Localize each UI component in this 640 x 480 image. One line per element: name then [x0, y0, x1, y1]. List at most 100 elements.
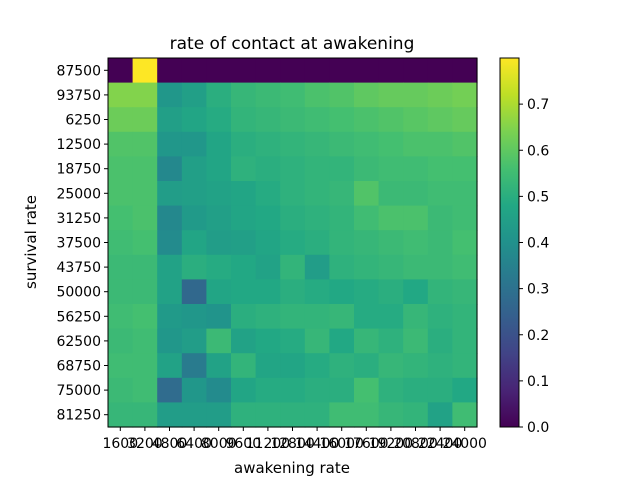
heatmap-cell	[304, 230, 330, 256]
heatmap-cell	[280, 205, 306, 231]
heatmap-cell	[181, 205, 207, 231]
heatmap-cell	[403, 58, 429, 84]
heatmap-cell	[280, 377, 306, 403]
x-tick-label: 19200	[369, 436, 414, 452]
heatmap-cell	[354, 181, 380, 207]
heatmap-cell	[206, 279, 232, 305]
heatmap-cell	[206, 131, 232, 157]
heatmap-cell	[206, 328, 232, 354]
heatmap-cell	[181, 156, 207, 182]
heatmap-cell	[132, 58, 158, 84]
heatmap-cell	[280, 82, 306, 108]
heatmap-cell	[255, 353, 281, 379]
heatmap-cell	[452, 58, 478, 84]
heatmap-cell	[231, 230, 257, 256]
heatmap-cell	[255, 377, 281, 403]
heatmap-cell	[280, 131, 306, 157]
heatmap-cell	[452, 181, 478, 207]
heatmap-cell	[231, 377, 257, 403]
heatmap-cell	[255, 205, 281, 231]
heatmap-cell	[181, 304, 207, 330]
heatmap-cell	[132, 107, 158, 133]
heatmap-cell	[132, 254, 158, 280]
heatmap-cell	[206, 402, 232, 428]
colorbar-tick-label: 0.3	[527, 282, 549, 298]
heatmap-cell	[108, 58, 134, 84]
heatmap-cell	[403, 131, 429, 157]
x-tick-label: 8000	[201, 436, 237, 452]
heatmap-cell	[157, 181, 183, 207]
heatmap-cell	[427, 181, 453, 207]
heatmap-cell	[304, 131, 330, 157]
heatmap-cell	[108, 254, 134, 280]
x-tick-label: 22400	[418, 436, 463, 452]
heatmap-cell	[354, 131, 380, 157]
heatmap-cell	[157, 304, 183, 330]
heatmap-cell	[427, 205, 453, 231]
heatmap-cell	[403, 254, 429, 280]
heatmap-cell	[427, 82, 453, 108]
x-tick-label: 9600	[225, 436, 261, 452]
y-tick-label: 43750	[56, 260, 101, 276]
heatmap-cell	[255, 304, 281, 330]
heatmap-cell	[157, 131, 183, 157]
heatmap-cell	[452, 328, 478, 354]
heatmap-cell	[427, 254, 453, 280]
heatmap-cell	[108, 230, 134, 256]
x-axis-label: awakening rate	[234, 459, 350, 477]
heatmap-cell	[231, 304, 257, 330]
heatmap-cell	[329, 279, 355, 305]
heatmap-cell	[132, 156, 158, 182]
heatmap-cell	[354, 353, 380, 379]
heatmap-cell	[378, 377, 404, 403]
heatmap-cell	[354, 230, 380, 256]
heatmap-cell	[427, 156, 453, 182]
heatmap-cell	[403, 328, 429, 354]
heatmap-cell	[354, 377, 380, 403]
heatmap-cell	[304, 304, 330, 330]
heatmap-cell	[452, 279, 478, 305]
heatmap-cell	[280, 254, 306, 280]
heatmap-cell	[427, 131, 453, 157]
y-tick-label: 6250	[65, 113, 101, 129]
colorbar	[499, 57, 520, 428]
heatmap-cell	[108, 377, 134, 403]
heatmap-cell	[280, 279, 306, 305]
y-tick-label: 25000	[56, 186, 101, 202]
x-tick-label: 14400	[295, 436, 340, 452]
heatmap-cell	[231, 58, 257, 84]
y-tick-label: 75000	[56, 383, 101, 399]
heatmap-cell	[231, 328, 257, 354]
heatmap-cell	[255, 107, 281, 133]
heatmap-cell	[427, 353, 453, 379]
colorbar-tick-label: 0.4	[527, 236, 549, 252]
heatmap-cell	[231, 205, 257, 231]
heatmap-cell	[132, 328, 158, 354]
heatmap-cell	[181, 58, 207, 84]
heatmap-cell	[108, 82, 134, 108]
colorbar-tick-label: 0.5	[527, 189, 549, 205]
heatmap-cell	[280, 402, 306, 428]
heatmap-cell	[378, 328, 404, 354]
heatmap-cell	[255, 230, 281, 256]
heatmap-cell	[255, 156, 281, 182]
heatmap-cell	[354, 328, 380, 354]
heatmap-cell	[403, 279, 429, 305]
heatmap-cell	[427, 230, 453, 256]
heatmap-cell	[181, 328, 207, 354]
heatmap-cell	[329, 377, 355, 403]
heatmap-cell	[354, 107, 380, 133]
heatmap-cell	[304, 107, 330, 133]
heatmap-cell	[452, 304, 478, 330]
x-tick-label: 12800	[270, 436, 315, 452]
heatmap-cell	[427, 107, 453, 133]
heatmap-cell	[132, 402, 158, 428]
heatmap-cell	[329, 328, 355, 354]
heatmap-cell	[255, 131, 281, 157]
y-tick-label: 56250	[56, 309, 101, 325]
heatmap-cell	[157, 279, 183, 305]
x-tick-label: 24000	[442, 436, 487, 452]
heatmap-cell	[427, 402, 453, 428]
heatmap-cell	[108, 353, 134, 379]
heatmap-cell	[108, 107, 134, 133]
